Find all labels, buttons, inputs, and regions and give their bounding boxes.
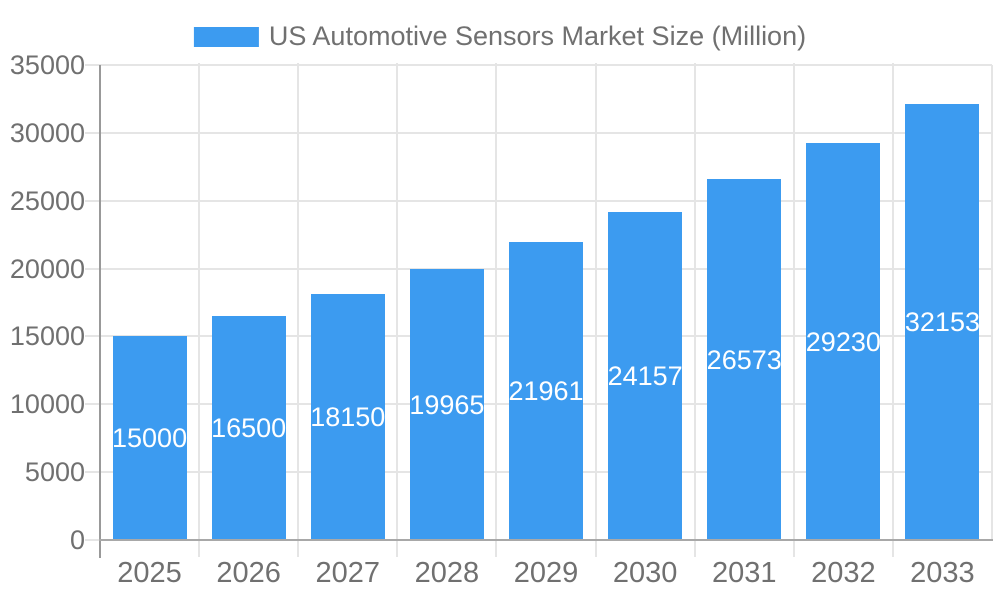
bar-value-label: 18150 xyxy=(310,401,386,432)
y-axis-line xyxy=(99,65,101,558)
bar-value-label: 29230 xyxy=(805,326,881,357)
x-gridline xyxy=(495,63,498,557)
x-axis-tick-label: 2032 xyxy=(811,557,876,589)
bar-2028[interactable]: 19965 xyxy=(409,269,485,540)
y-axis-tick-label: 5000 xyxy=(24,457,85,488)
bar-2027[interactable]: 18150 xyxy=(310,293,386,540)
y-axis-tick-label: 25000 xyxy=(9,185,85,216)
plot-right-border xyxy=(991,65,993,540)
legend-swatch-icon xyxy=(193,26,259,47)
x-gridline xyxy=(594,63,597,557)
bar-2030[interactable]: 24157 xyxy=(607,212,683,540)
y-gridline xyxy=(85,199,992,202)
x-gridline xyxy=(198,63,201,557)
y-axis-tick-label: 0 xyxy=(69,525,85,555)
bar-2033[interactable]: 32153 xyxy=(904,103,980,540)
bar-value-label: 26573 xyxy=(706,344,782,375)
y-gridline xyxy=(85,131,992,134)
bar-value-label: 15000 xyxy=(112,423,188,454)
x-axis-tick-label: 2030 xyxy=(612,557,678,589)
bar-2032[interactable]: 29230 xyxy=(805,143,881,540)
x-axis-tick-label: 2031 xyxy=(711,557,777,589)
x-axis-tick-label: 2025 xyxy=(117,557,182,589)
legend-label: US Automotive Sensors Market Size (Milli… xyxy=(268,21,807,51)
legend-item[interactable]: US Automotive Sensors Market Size (Milli… xyxy=(193,21,807,52)
x-axis-tick-label: 2028 xyxy=(414,557,480,589)
x-axis-tick-label: 2026 xyxy=(216,557,281,589)
y-tick xyxy=(85,539,100,541)
bar-value-label: 19965 xyxy=(409,389,485,420)
y-axis-tick-label: 20000 xyxy=(9,253,85,284)
x-axis-tick-label: 2027 xyxy=(315,557,381,589)
x-gridline xyxy=(693,63,696,557)
x-axis-tick-label: 2029 xyxy=(513,557,579,589)
x-axis-tick-label: 2033 xyxy=(910,557,975,589)
bar-value-label: 24157 xyxy=(607,361,683,392)
bar-2031[interactable]: 26573 xyxy=(706,179,782,540)
x-axis-line xyxy=(99,539,993,541)
x-gridline xyxy=(396,63,399,557)
y-axis-tick-label: 35000 xyxy=(9,50,85,80)
bar-2029[interactable]: 21961 xyxy=(508,241,584,540)
bar-value-label: 21961 xyxy=(508,375,584,406)
x-gridline xyxy=(891,63,894,557)
bar-value-label: 16500 xyxy=(211,413,287,444)
y-gridline xyxy=(85,64,992,66)
bar-2026[interactable]: 16500 xyxy=(211,316,287,540)
x-gridline xyxy=(297,63,300,557)
y-axis-tick-label: 10000 xyxy=(9,389,85,420)
bar-2025[interactable]: 15000 xyxy=(112,336,188,540)
y-axis-tick-label: 30000 xyxy=(9,117,85,148)
bar-value-label: 32153 xyxy=(904,306,980,337)
y-axis-tick-label: 15000 xyxy=(9,321,85,352)
x-gridline xyxy=(792,63,795,557)
